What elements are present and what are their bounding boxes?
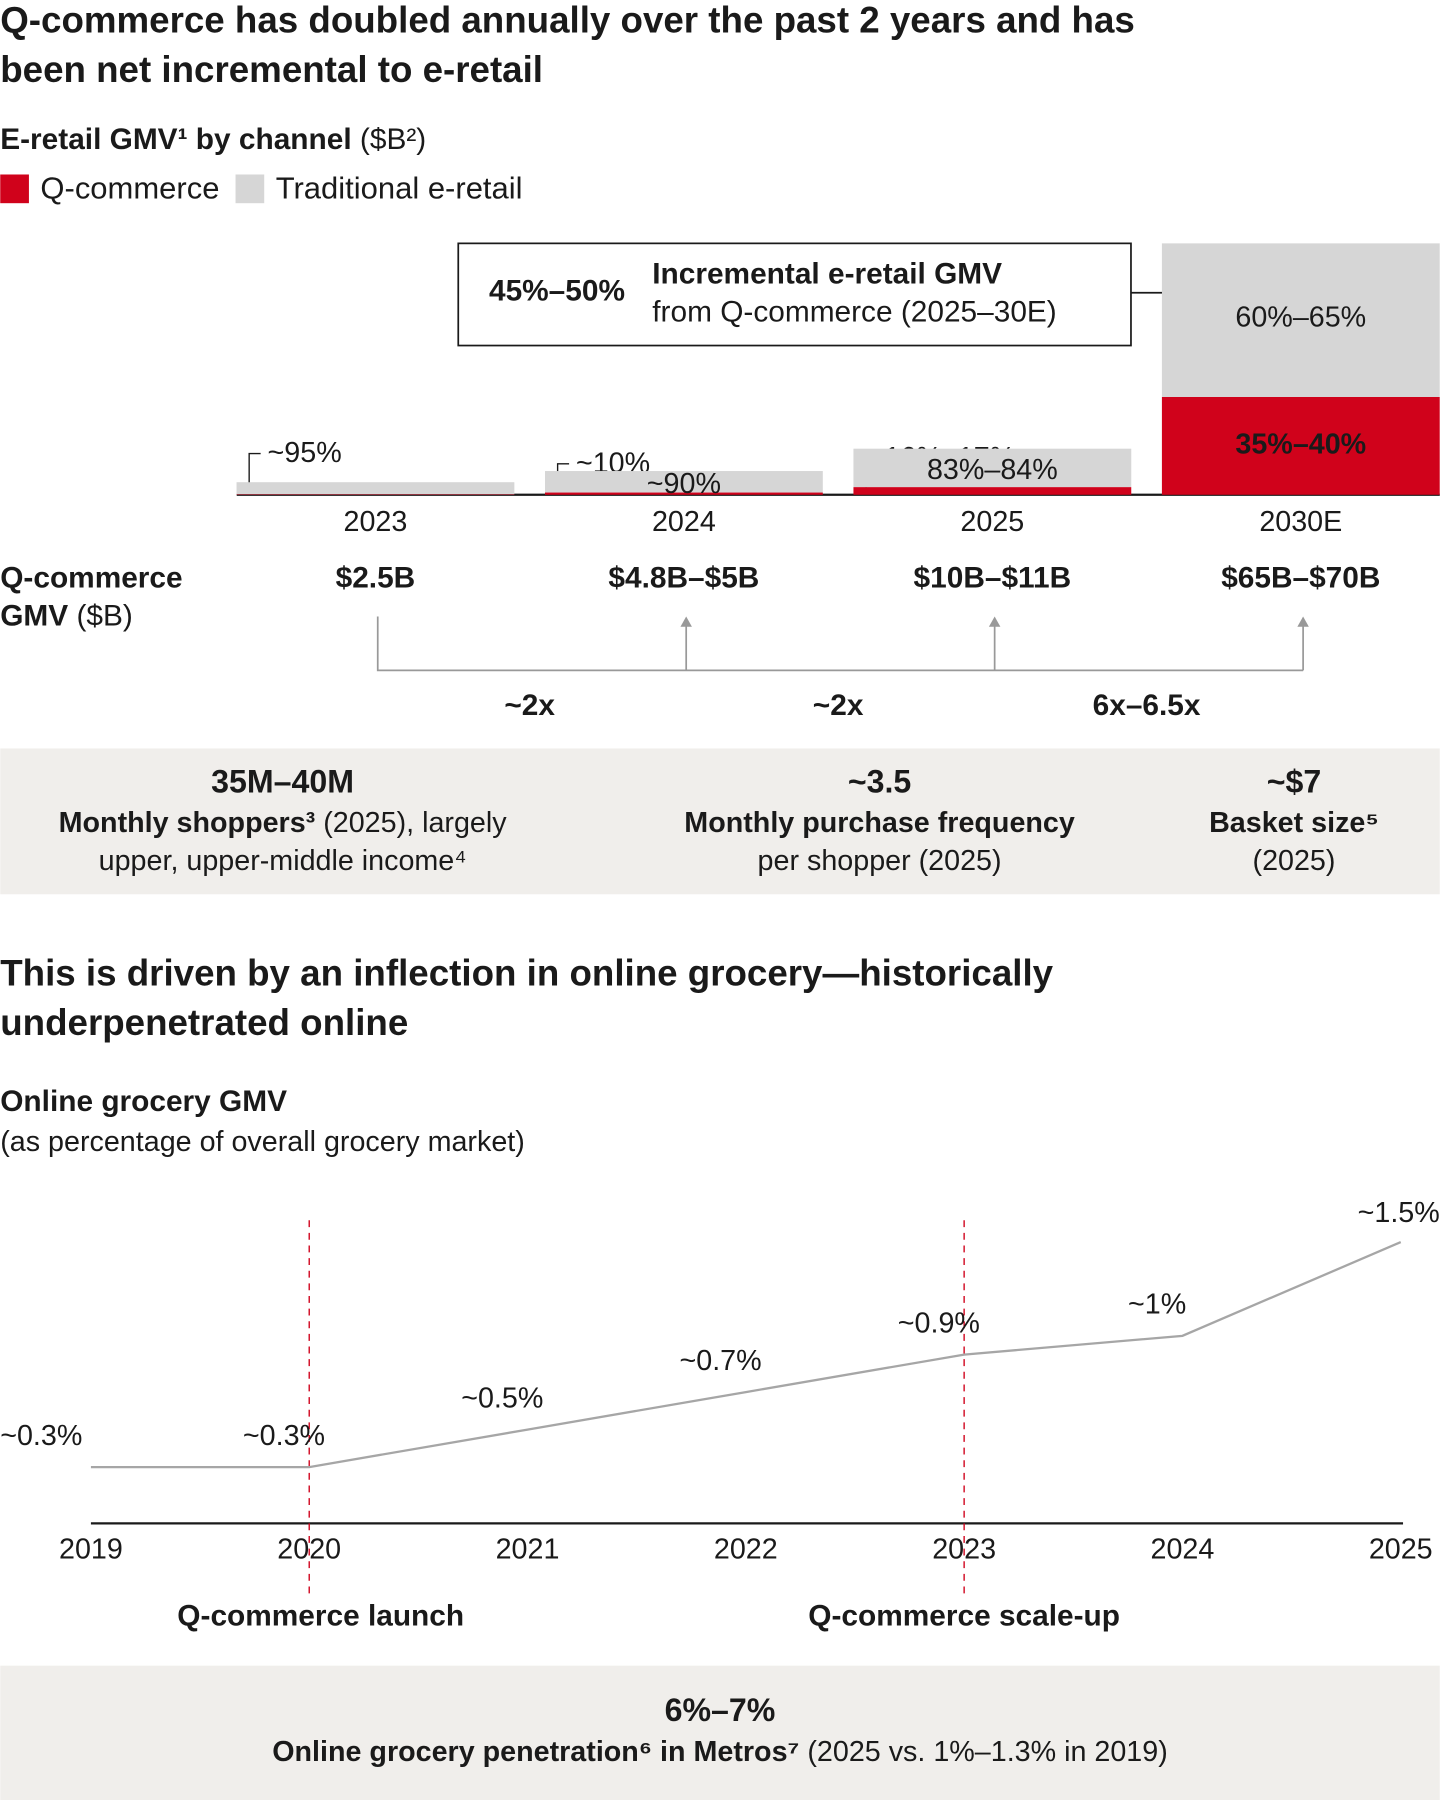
stat-text-part: (2025) [1253, 845, 1336, 877]
segment-label: 83%–84% [927, 454, 1058, 486]
stat-text: Monthly shoppers³ (2025), largely [59, 807, 508, 839]
callout-box [457, 242, 1132, 347]
footer-band [0, 1665, 1440, 1800]
gmv-value: $10B–$11B [914, 562, 1072, 595]
marker-label: Q-commerce launch [177, 1599, 464, 1632]
segment-label: ~95% [268, 437, 342, 469]
value-label: ~0.5% [461, 1382, 543, 1414]
stat-text-part: Monthly shoppers³ [59, 807, 316, 839]
callout-line: Incremental e-retail GMV [652, 257, 1002, 290]
value-label: ~0.3% [243, 1420, 325, 1452]
x-tick-label: 2025 [960, 506, 1024, 538]
callout-value: 45%–50% [489, 275, 625, 308]
bar-segment [236, 482, 515, 495]
stat-text-part: Monthly purchase frequency [684, 807, 1075, 839]
growth-label: ~2x [813, 689, 864, 722]
value-label: ~0.7% [680, 1345, 762, 1377]
arrow-head [680, 616, 692, 627]
chart-title-unit: ($B²) [360, 123, 426, 156]
gmv-row-label-part: ($B) [76, 599, 132, 632]
x-tick-label: 2023 [932, 1533, 996, 1565]
stat-text-part: Basket size⁵ [1209, 807, 1379, 839]
gmv-row-label: Q-commerce [0, 562, 182, 595]
stat-text: upper, upper-middle income⁴ [99, 845, 467, 877]
chart-title: Online grocery GMV [0, 1085, 287, 1118]
segment-label: 35%–40% [1235, 428, 1366, 460]
growth-label: ~2x [504, 689, 555, 722]
x-tick-label: 2024 [652, 506, 716, 538]
stat-text-part: (2025), largely [323, 807, 507, 839]
marker-label: Q-commerce scale-up [808, 1599, 1120, 1632]
chart-title-main: E-retail GMV¹ by channel [0, 123, 351, 156]
legend-label: Traditional e-retail [276, 171, 523, 206]
callout-line: from Q-commerce (2025–30E) [652, 295, 1056, 328]
stat-text: per shopper (2025) [758, 845, 1002, 877]
value-label: ~1% [1128, 1289, 1186, 1321]
arrow-head [988, 616, 1001, 627]
gmv-row-label: GMV ($B) [0, 599, 133, 632]
bar-segment [853, 487, 1132, 495]
stats-band [0, 748, 1440, 895]
section-title: underpenetrated online [0, 1002, 408, 1043]
x-tick-label: 2025 [1369, 1533, 1433, 1565]
value-label: ~0.9% [898, 1307, 980, 1339]
x-tick-label: 2024 [1151, 1533, 1215, 1565]
bar-segment [544, 471, 823, 493]
footer-text-part: Online grocery penetration⁶ in Metros⁷ [272, 1736, 799, 1768]
x-tick-label: 2023 [344, 506, 408, 538]
growth-connector [376, 616, 1304, 672]
chart-subtitle: (as percentage of overall grocery market… [0, 1126, 525, 1158]
segment-label: ~90% [647, 468, 721, 500]
x-tick-label: 2021 [496, 1533, 560, 1565]
bar-segment [1161, 243, 1440, 398]
stat-value: 35M–40M [211, 764, 354, 800]
gmv-row-label-part: GMV [0, 599, 68, 632]
footer-text-part: (2025 vs. 1%–1.3% in 2019) [807, 1736, 1167, 1768]
bar-segment [544, 492, 823, 495]
legend-label: Q-commerce [40, 171, 219, 206]
stat-text: Basket size⁵ [1209, 807, 1379, 839]
x-tick-label: 2030E [1259, 506, 1342, 538]
stat-text-part: per shopper (2025) [758, 845, 1002, 877]
x-tick-label: 2020 [277, 1533, 341, 1565]
legend-swatch [0, 174, 29, 204]
section-title: This is driven by an inflection in onlin… [0, 952, 1053, 993]
stat-value: ~$7 [1267, 764, 1322, 800]
value-label: ~0.3% [0, 1420, 82, 1452]
footer-text: Online grocery penetration⁶ in Metros⁷ (… [272, 1736, 1168, 1768]
footer-value: 6%–7% [665, 1692, 776, 1728]
x-tick-label: 2019 [59, 1533, 123, 1565]
gmv-value: $4.8B–$5B [608, 562, 759, 595]
page-title: been net incremental to e-retail [0, 49, 543, 90]
segment-label: 60%–65% [1235, 302, 1366, 334]
stat-text-part: upper, upper-middle income⁴ [99, 845, 467, 877]
bar-segment [853, 448, 1132, 488]
growth-label: 6x–6.5x [1093, 689, 1201, 722]
stat-text: Monthly purchase frequency [684, 807, 1075, 839]
arrow-head [1297, 616, 1309, 627]
line-series [90, 1241, 1402, 1469]
gmv-value: $65B–$70B [1221, 562, 1380, 595]
gmv-row-label-part: Q-commerce [0, 562, 182, 595]
value-label: ~1.5% [1358, 1197, 1440, 1229]
page-title: Q-commerce has doubled annually over the… [0, 0, 1135, 41]
legend-swatch [235, 174, 265, 204]
stat-value: ~3.5 [848, 764, 911, 800]
gmv-value: $2.5B [336, 562, 416, 595]
stat-text: (2025) [1253, 845, 1336, 877]
bar-segment [1161, 397, 1440, 495]
chart-title: E-retail GMV¹ by channel ($B²) [0, 123, 426, 156]
label-bracket [248, 452, 261, 483]
bar-segment [236, 494, 515, 495]
x-tick-label: 2022 [714, 1533, 778, 1565]
